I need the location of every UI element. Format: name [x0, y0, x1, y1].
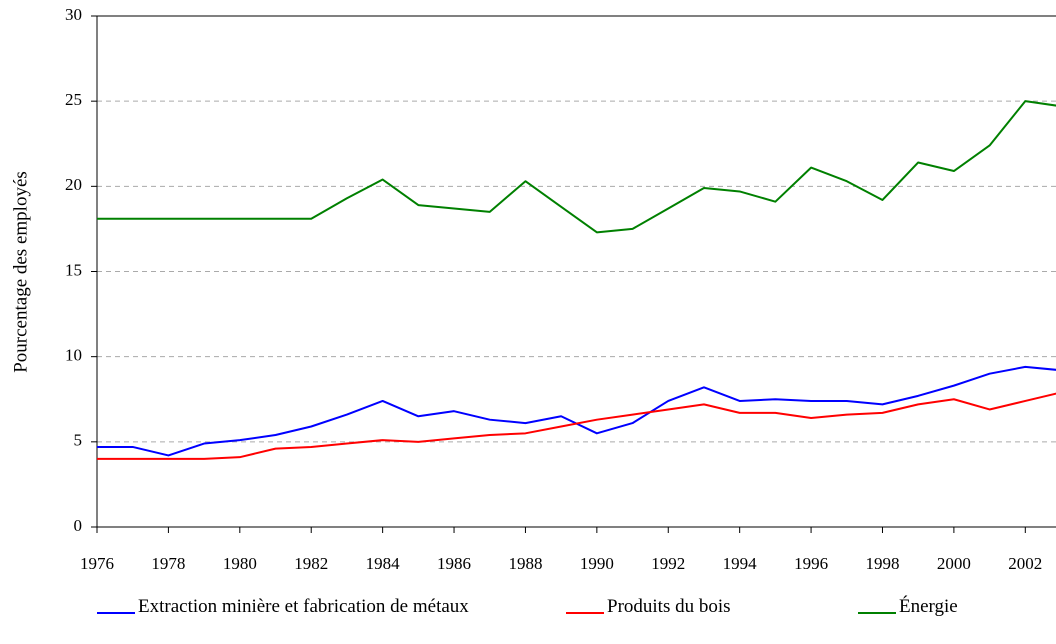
series-line — [97, 365, 1056, 457]
x-tick-label: 1990 — [580, 554, 614, 573]
legend-swatch — [566, 612, 604, 614]
legend-swatch — [97, 612, 135, 614]
legend-label: Extraction minière et fabrication de mét… — [138, 596, 469, 617]
y-tick-label: 15 — [65, 260, 82, 279]
legend-swatch — [858, 612, 896, 614]
y-tick-label: 0 — [74, 516, 83, 535]
y-tick-label: 5 — [74, 431, 83, 450]
x-tick-label: 1984 — [366, 554, 401, 573]
x-tick-label: 1980 — [223, 554, 257, 573]
chart: Pourcentage des employés 0 5 10 15 20 25 30 197… — [10, 5, 1056, 573]
legend-label: Énergie — [899, 596, 958, 617]
legend-label: Produits du bois — [607, 596, 731, 617]
series-line — [97, 100, 1056, 234]
x-tick-label: 1988 — [508, 554, 542, 573]
x-tick-label: 1986 — [437, 554, 471, 573]
legend-item: Énergie — [858, 596, 1048, 618]
x-tick-label: 1978 — [151, 554, 185, 573]
x-tick-label: 2000 — [937, 554, 971, 573]
y-tick-label: 10 — [65, 346, 82, 365]
x-tick-label: 1996 — [794, 554, 828, 573]
x-tick-label: 1994 — [723, 554, 758, 573]
x-tick-label: 1982 — [294, 554, 328, 573]
x-tick-label: 1998 — [865, 554, 899, 573]
y-tick-label: 20 — [65, 175, 82, 194]
y-axis-label: Pourcentage des employés — [10, 171, 31, 373]
x-tick-label: 1992 — [651, 554, 685, 573]
series-line — [97, 392, 1056, 460]
x-tick-label: 1976 — [80, 554, 114, 573]
legend-item: Produits du bois — [566, 596, 846, 618]
y-tick-label: 30 — [65, 5, 82, 24]
y-tick-label: 25 — [65, 90, 82, 109]
x-tick-label: 2002 — [1008, 554, 1042, 573]
legend-item: Extraction minière et fabrication de mét… — [97, 596, 497, 618]
